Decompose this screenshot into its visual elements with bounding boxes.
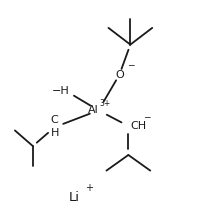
Text: CH: CH [130, 121, 146, 131]
Text: −: − [143, 112, 151, 121]
Text: +: + [85, 183, 93, 193]
Text: Al: Al [88, 105, 99, 115]
Text: H: H [51, 128, 59, 138]
Text: 3+: 3+ [100, 99, 111, 108]
Text: −: − [127, 60, 135, 69]
Text: O: O [115, 70, 124, 80]
Text: C: C [51, 115, 59, 125]
Text: Li: Li [69, 191, 80, 204]
Text: −H: −H [52, 87, 70, 96]
